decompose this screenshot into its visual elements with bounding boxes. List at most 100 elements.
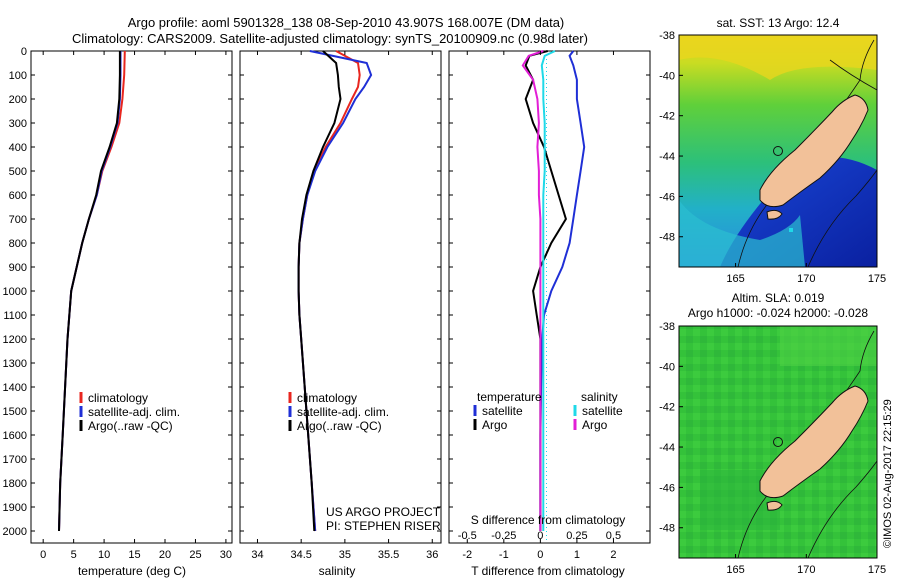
- legend-label: Argo: [582, 418, 608, 432]
- depth-tick-label: 100: [9, 70, 27, 82]
- salinity-difference-tick-label: -0.5: [458, 530, 477, 542]
- depth-tick-label: 800: [9, 238, 27, 250]
- legend-header: temperature: [477, 390, 542, 404]
- map-x-tick-label: 175: [868, 564, 886, 576]
- series-line-salinity-0: [297, 50, 361, 532]
- figure-title-line2: Climatology: CARS2009. Satellite-adjuste…: [72, 31, 588, 46]
- x-tick-label: 30: [220, 549, 232, 561]
- x-tick-label: 2: [610, 549, 616, 561]
- depth-tick-label: 400: [9, 142, 27, 154]
- map-x-tick-label: 170: [797, 273, 815, 285]
- map-y-tick-label: -48: [659, 523, 675, 535]
- depth-tick-label: 0: [21, 46, 27, 58]
- map-y-tick-label: -44: [659, 151, 675, 163]
- x-tick-label: -2: [462, 549, 472, 561]
- x-tick-label: 10: [98, 549, 110, 561]
- legend-label: Argo(..raw -QC): [88, 419, 173, 433]
- depth-tick-label: 1000: [3, 286, 27, 298]
- salinity-difference-tick-label: 0: [537, 530, 543, 542]
- depth-tick-label: 1800: [3, 478, 27, 490]
- sla-map-title-line2: Argo h1000: -0.024 h2000: -0.028: [688, 306, 868, 320]
- temperature-series: [58, 50, 126, 532]
- depth-tick-label: 600: [9, 190, 27, 202]
- sst-map-ticks: 165 170 175 -38 -40 -42 -44 -46 -48: [659, 30, 886, 285]
- series-line-temperature-0: [58, 50, 126, 532]
- difference-legend: temperature salinitysatelliteArgosatellit…: [473, 390, 623, 432]
- depth-tick-label: 1900: [3, 502, 27, 514]
- depth-tick-label: 200: [9, 94, 27, 106]
- x-tick-label: 34.5: [290, 549, 311, 561]
- legend-label: Argo: [482, 418, 508, 432]
- map-y-tick-label: -46: [659, 191, 675, 203]
- sla-argo-location-marker: [773, 437, 783, 447]
- sla-new-zealand-landmass: [759, 385, 869, 499]
- x-tick-label: 1: [574, 549, 580, 561]
- map-y-tick-label: -38: [659, 321, 675, 333]
- depth-tick-label: 700: [9, 214, 27, 226]
- salinity-x-ticks: 34 34.5 35 35.5 36: [251, 51, 438, 561]
- project-annotation-line1: US ARGO PROJECT: [326, 505, 441, 519]
- legend-label: satellite-adj. clim.: [297, 405, 389, 419]
- sst-map-title: sat. SST: 13 Argo: 12.4: [717, 16, 840, 30]
- x-tick-label: 35.5: [378, 549, 399, 561]
- salinity-plot-frame: [239, 50, 442, 544]
- x-tick-label: 15: [128, 549, 140, 561]
- salinity-x-label: salinity: [319, 564, 356, 578]
- map-y-tick-label: -40: [659, 361, 675, 373]
- x-tick-label: 0: [537, 549, 543, 561]
- map-y-tick-label: -42: [659, 402, 675, 414]
- depth-tick-label: 900: [9, 262, 27, 274]
- series-line-difference-3: [521, 50, 544, 531]
- depth-tick-label: 1600: [3, 430, 27, 442]
- sla-map: [679, 326, 877, 558]
- x-tick-label: -1: [499, 549, 509, 561]
- depth-tick-label: 1400: [3, 382, 27, 394]
- copyright-timestamp: ©IMOS 02-Aug-2017 22:15:29: [882, 399, 894, 548]
- x-tick-label: 20: [159, 549, 171, 561]
- legend-label: satellite-adj. clim.: [88, 405, 180, 419]
- series-line-difference-0: [539, 50, 586, 531]
- difference-plot-frame: [448, 50, 651, 544]
- salinity-difference-tick-label: 0.5: [606, 530, 621, 542]
- salinity-series: [297, 50, 373, 532]
- map-x-tick-label: 165: [726, 564, 744, 576]
- map-y-tick-label: -44: [659, 442, 675, 454]
- salinity-difference-tick-label: 0.25: [566, 530, 587, 542]
- depth-tick-label: 1500: [3, 406, 27, 418]
- legend-label: satellite: [482, 404, 523, 418]
- difference-salinity-ticks: -0.5 -0.25 0 0.25 0.5: [458, 530, 621, 542]
- legend-label: satellite: [582, 404, 623, 418]
- map-x-tick-label: 170: [797, 564, 815, 576]
- map-y-tick-label: -40: [659, 70, 675, 82]
- sst-map-frame: [678, 34, 878, 268]
- map-x-tick-label: 175: [868, 273, 886, 285]
- temperature-plot-frame: [30, 50, 233, 544]
- sla-map-ticks: 165 170 175 -38 -40 -42 -44 -46 -48: [659, 321, 886, 576]
- x-tick-label: 36: [426, 549, 438, 561]
- salinity-difference-tick-label: -0.25: [491, 530, 516, 542]
- depth-axis-ticks: 0 100 200 300 400 500 600 700 800 900 1000 1100 1200…: [3, 46, 650, 538]
- sst-new-zealand-landmass: [759, 94, 869, 208]
- legend-header: salinity: [581, 390, 618, 404]
- series-line-salinity-2: [297, 50, 342, 532]
- x-tick-label: 34: [251, 549, 263, 561]
- sst-argo-location-marker: [773, 146, 783, 156]
- series-line-difference-1: [524, 50, 567, 531]
- map-x-tick-label: 165: [726, 273, 744, 285]
- x-tick-label: 25: [189, 549, 201, 561]
- series-line-temperature-1: [58, 51, 122, 532]
- temperature-x-ticks: 0 5 10 15 20 25 30: [40, 51, 232, 561]
- sla-map-frame: [678, 325, 878, 559]
- x-tick-label: 5: [71, 549, 77, 561]
- map-y-tick-label: -38: [659, 30, 675, 42]
- map-y-tick-label: -42: [659, 111, 675, 123]
- temperature-difference-label: T difference from climatology: [471, 564, 625, 578]
- difference-x-ticks: -2 -1 0 1 2: [462, 51, 617, 561]
- depth-tick-label: 300: [9, 118, 27, 130]
- series-line-difference-2: [540, 50, 556, 531]
- sst-map: [679, 35, 877, 267]
- series-line-temperature-2: [58, 51, 121, 532]
- depth-tick-label: 1700: [3, 454, 27, 466]
- map-y-tick-label: -48: [659, 232, 675, 244]
